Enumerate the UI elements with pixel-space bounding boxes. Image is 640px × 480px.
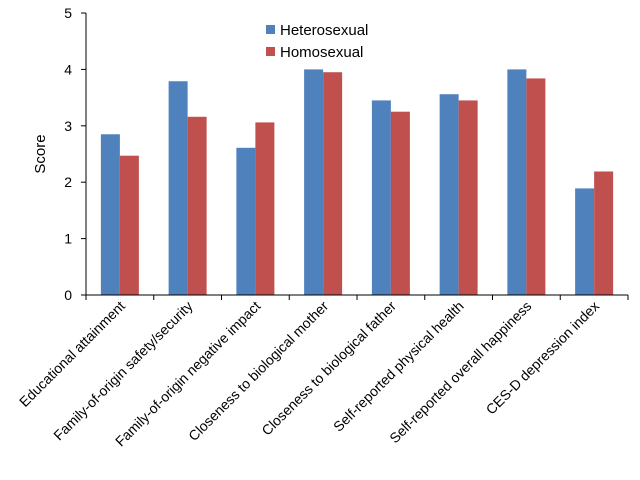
bar-homosexual [119, 155, 139, 295]
bar-heterosexual [575, 188, 595, 295]
bar-homosexual [594, 171, 614, 295]
category-label: Closeness to biological father [258, 298, 399, 439]
bar-homosexual [323, 72, 343, 295]
bar-heterosexual [236, 147, 256, 295]
y-tick-label: 0 [64, 287, 72, 303]
legend-label-homosexual: Homosexual [280, 44, 363, 61]
bar-homosexual [255, 122, 275, 295]
category-label: Closeness to biological mother [185, 298, 331, 444]
y-tick-label: 2 [64, 174, 72, 190]
category-label: Family-of-origin negative impact [112, 298, 264, 450]
y-tick-label: 3 [64, 118, 72, 134]
bar-homosexual [458, 100, 478, 295]
bar-heterosexual [168, 81, 188, 295]
category-label: Family-of-origin safety/security [50, 298, 196, 444]
bars-group [100, 69, 614, 296]
x-axis-ticks [85, 295, 629, 300]
bar-heterosexual [371, 100, 391, 295]
y-tick-label: 1 [64, 231, 72, 247]
legend-swatch-homosexual [266, 47, 275, 56]
category-label: CES-D depression index [483, 298, 603, 418]
category-label: Self-reported overall happiness [386, 298, 534, 446]
bar-homosexual [187, 116, 207, 295]
y-tick-label: 5 [64, 5, 72, 21]
bar-heterosexual [507, 69, 527, 296]
bar-heterosexual [439, 94, 459, 295]
bar-homosexual [390, 111, 410, 295]
bar-heterosexual [100, 134, 120, 295]
legend-swatch-heterosexual [266, 25, 275, 34]
y-axis-title: Score [32, 134, 49, 173]
category-label: Self-reported physical health [330, 298, 467, 435]
y-tick-label: 4 [64, 61, 72, 77]
legend-label-heterosexual: Heterosexual [280, 22, 368, 39]
bar-heterosexual [304, 69, 324, 296]
y-axis-ticks: 0 1 2 3 4 5 [64, 5, 86, 303]
bar-homosexual [526, 78, 546, 295]
legend: Heterosexual Homosexual [266, 22, 368, 61]
